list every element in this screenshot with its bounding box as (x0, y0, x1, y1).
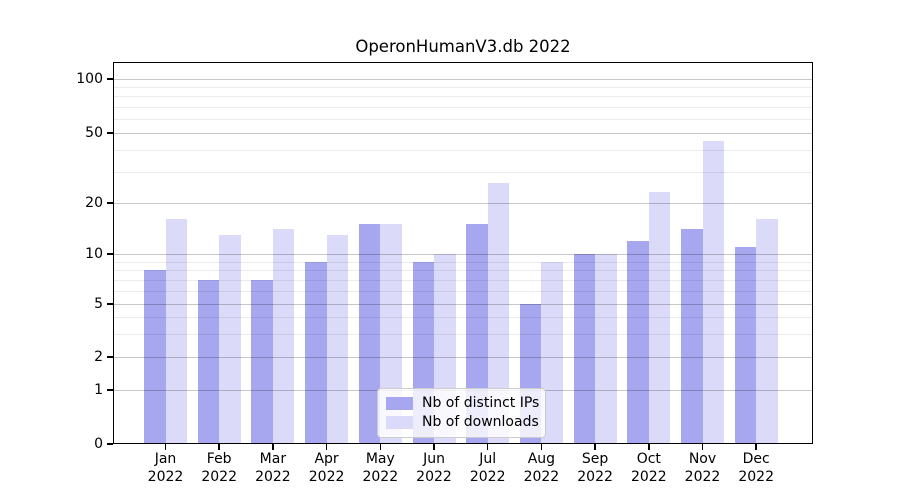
x-tick-mark (701, 444, 704, 450)
gridline-major (114, 203, 812, 204)
legend-item-ips: Nb of distinct IPs (386, 395, 540, 412)
x-tick-mark (648, 444, 650, 450)
x-tick-mark (379, 444, 382, 450)
bar-ips-may (358, 224, 381, 443)
x-tick-mark (433, 444, 435, 450)
bar-downloads-feb (219, 234, 241, 443)
x-tick-mark (755, 444, 757, 450)
x-tick-label: Aug 2022 (523, 451, 560, 485)
y-tick-mark (107, 78, 113, 80)
gridline-minor (114, 87, 812, 89)
bar-ips-mar (251, 279, 273, 443)
bar-downloads-apr (326, 234, 349, 443)
bar-downloads-mar (272, 229, 295, 443)
bar-ips-sep (573, 254, 596, 443)
y-tick-mark (107, 303, 113, 305)
gridline-minor (114, 290, 812, 292)
gridline-major (114, 79, 812, 80)
legend: Nb of distinct IPs Nb of downloads (377, 388, 546, 438)
bar-downloads-jan (165, 219, 187, 443)
x-tick-mark (272, 444, 274, 450)
gridline-minor (114, 106, 812, 108)
x-tick-mark (486, 444, 489, 450)
y-tick-mark (107, 253, 113, 255)
x-tick-label: Oct 2022 (630, 451, 667, 485)
y-tick-label: 0 (94, 435, 103, 452)
y-tick-label: 2 (94, 348, 103, 365)
x-tick-label: Apr 2022 (308, 451, 345, 485)
x-tick-label: Nov 2022 (684, 451, 721, 485)
y-tick-mark (107, 443, 113, 445)
gridline-minor (114, 118, 812, 120)
x-tick-label: Sep 2022 (577, 451, 613, 485)
bar-ips-dec (734, 246, 757, 443)
gridline-major (114, 357, 812, 358)
x-tick-mark (594, 444, 596, 450)
gridline-minor (114, 279, 812, 281)
bar-downloads-nov (702, 141, 724, 443)
y-tick-label: 5 (94, 295, 103, 312)
gridline-minor (114, 261, 812, 263)
bar-ips-nov (681, 229, 703, 443)
gridline-minor (114, 333, 812, 335)
bar-ips-feb (197, 279, 220, 443)
bar-downloads-oct (648, 192, 671, 443)
gridline-minor (114, 316, 812, 318)
plot-area (113, 62, 813, 444)
x-tick-mark (325, 444, 328, 450)
legend-label: Nb of distinct IPs (422, 395, 540, 411)
x-tick-mark (540, 444, 543, 450)
x-tick-label: Jun 2022 (416, 451, 452, 485)
x-tick-mark (218, 444, 220, 450)
gridline-major (114, 304, 812, 305)
legend-label: Nb of downloads (422, 414, 539, 430)
y-tick-label: 1 (94, 381, 103, 398)
bar-downloads-dec (756, 219, 778, 443)
y-tick-mark (107, 132, 113, 134)
chart-title: OperonHumanV3.db 2022 (355, 37, 571, 56)
gridline-minor (114, 150, 812, 152)
bar-downloads-aug (541, 261, 563, 443)
gridline-minor (114, 270, 812, 272)
y-tick-label: 10 (85, 245, 103, 262)
x-tick-label: Jan 2022 (147, 451, 184, 485)
legend-swatch-ips (386, 396, 413, 411)
legend-swatch-downloads (386, 415, 413, 430)
gridline-major (114, 133, 812, 134)
x-tick-label: Mar 2022 (255, 451, 291, 485)
bar-downloads-jul (487, 182, 510, 443)
bar-ips-oct (627, 240, 649, 443)
bar-ips-jan (144, 270, 166, 443)
y-tick-mark (107, 356, 113, 358)
x-tick-label: May 2022 (362, 451, 399, 485)
y-tick-label: 20 (85, 194, 103, 211)
gridline-minor (114, 96, 812, 98)
bar-downloads-sep (595, 254, 617, 443)
gridline-minor (114, 172, 812, 174)
y-tick-mark (107, 202, 113, 204)
x-tick-label: Feb 2022 (201, 451, 237, 485)
legend-item-downloads: Nb of downloads (386, 414, 539, 431)
y-tick-mark (107, 389, 113, 391)
gridline-major (114, 254, 812, 255)
y-tick-label: 100 (76, 70, 103, 87)
y-tick-label: 50 (85, 124, 103, 141)
x-tick-label: Dec 2022 (738, 451, 774, 485)
x-tick-mark (164, 444, 167, 450)
bar-ips-apr (305, 261, 327, 443)
x-tick-label: Jul 2022 (469, 451, 506, 485)
